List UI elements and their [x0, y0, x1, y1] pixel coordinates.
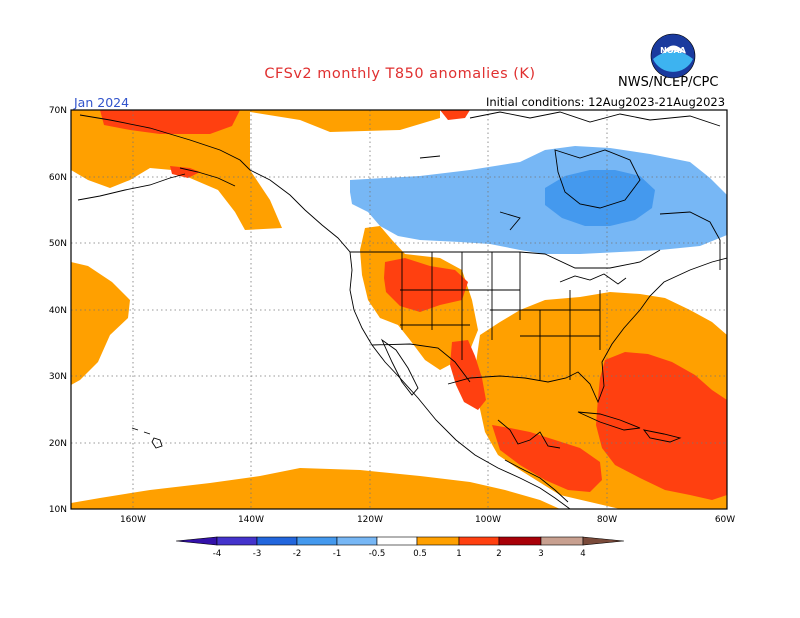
valid-month-label: Jan 2024: [74, 95, 130, 110]
graticule: [71, 110, 727, 509]
legend-swatch-m3-m2: [256, 536, 298, 546]
legend-tick-label: -4: [213, 549, 221, 559]
legend-tick-label: 4: [580, 549, 585, 559]
lat-label: 30N: [49, 372, 67, 382]
legend-swatch-gt-p4: [582, 536, 625, 546]
noaa-logo-icon: NOAA: [650, 33, 696, 79]
legend-swatch-p2-p3: [498, 536, 542, 546]
legend-tick-label: 3: [538, 549, 543, 559]
legend-swatch-p3-p4: [540, 536, 584, 546]
color-bar-labels: -4 -3 -2 -1 -0.5 0.5 1 2 3 4: [213, 549, 586, 559]
coastlines: [77, 111, 727, 509]
lon-label: 100W: [475, 515, 501, 525]
legend-swatch-p05-p1: [416, 536, 460, 546]
legend-tick-label: 0.5: [413, 549, 427, 559]
lat-label: 10N: [49, 505, 67, 515]
legend-swatch-lt-m4: [175, 536, 218, 546]
legend-swatch-neutral: [376, 536, 418, 546]
lat-label: 40N: [49, 306, 67, 316]
lat-label: 60N: [49, 173, 67, 183]
lon-label: 120W: [357, 515, 383, 525]
legend-swatch-m2-m1: [296, 536, 338, 546]
lon-label: 60W: [715, 515, 735, 525]
anomaly-fields: [71, 110, 727, 509]
latitude-labels: 70N 60N 50N 40N 30N 20N 10N: [49, 106, 67, 515]
legend-swatch-m4-m3: [216, 536, 258, 546]
legend-swatch-p1-p2: [458, 536, 500, 546]
longitude-labels: 160W 140W 120W 100W 80W 60W: [120, 515, 735, 525]
lat-label: 70N: [49, 106, 67, 116]
legend-tick-label: -1: [333, 549, 341, 559]
map-title: CFSv2 monthly T850 anomalies (K): [264, 66, 536, 82]
legend-swatch-m1-m05: [336, 536, 378, 546]
color-bar: [175, 536, 625, 546]
legend-tick-label: 1: [456, 549, 461, 559]
lat-label: 20N: [49, 439, 67, 449]
logo-text: NOAA: [660, 46, 686, 55]
agency-label: NWS/NCEP/CPC: [618, 75, 719, 90]
legend-tick-label: -2: [293, 549, 301, 559]
legend-tick-label: -0.5: [369, 549, 386, 559]
lat-label: 50N: [49, 239, 67, 249]
lon-label: 140W: [238, 515, 264, 525]
lon-label: 80W: [597, 515, 617, 525]
legend-tick-label: -3: [253, 549, 261, 559]
map-frame: [70, 109, 728, 510]
legend-tick-label: 2: [496, 549, 501, 559]
lon-label: 160W: [120, 515, 146, 525]
initial-conditions-label: Initial conditions: 12Aug2023-21Aug2023: [486, 95, 726, 109]
